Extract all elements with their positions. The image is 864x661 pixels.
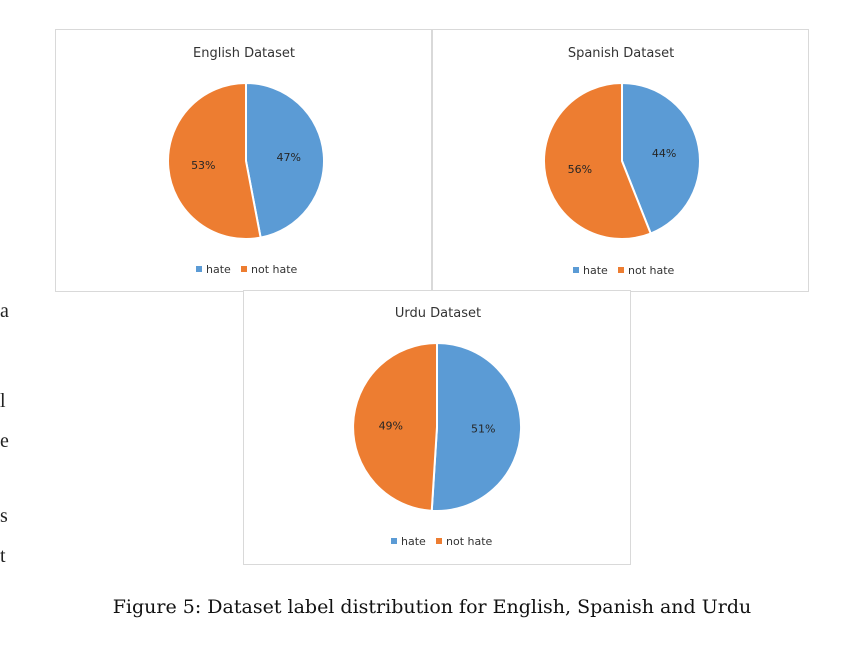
- slice-label-not-hate: 56%: [568, 163, 592, 176]
- pie-slice-not-hate: [542, 81, 653, 240]
- pie-slice-not-hate: [167, 81, 262, 240]
- pie-slices: 44% 56%: [542, 81, 701, 240]
- legend-label-not-hate: not hate: [251, 263, 298, 276]
- spanish-pie-svg: Spanish Dataset 44% 56% hate not hate: [542, 46, 701, 277]
- legend-label-hate: hate: [206, 263, 231, 276]
- legend-label-hate: hate: [583, 264, 608, 277]
- chart-legend: hate not hate: [391, 535, 493, 548]
- chart-title: Spanish Dataset: [568, 46, 674, 61]
- slice-label-not-hate: 49%: [379, 420, 403, 433]
- english-dataset-chart: English Dataset 47% 53% hate not hate: [55, 29, 432, 292]
- margin-glyph: s: [0, 505, 8, 527]
- pie-slice-hate: [245, 81, 326, 239]
- pie-slices: 47% 53%: [167, 81, 326, 240]
- slice-label-hate: 47%: [276, 151, 300, 164]
- legend-swatch-not-hate: [436, 538, 442, 544]
- legend-swatch-hate: [196, 266, 202, 272]
- pie-slice-not-hate: [352, 341, 438, 512]
- margin-glyph: t: [0, 545, 6, 567]
- urdu-pie-svg: Urdu Dataset 51% 49% hate not hate: [352, 306, 523, 548]
- legend-label-hate: hate: [401, 535, 426, 548]
- chart-title: Urdu Dataset: [395, 306, 481, 321]
- legend-label-not-hate: not hate: [628, 264, 675, 277]
- slice-label-not-hate: 53%: [191, 159, 215, 172]
- legend-swatch-not-hate: [241, 266, 247, 272]
- pie-slice-hate: [621, 81, 701, 235]
- pie-slice-hate: [430, 341, 523, 512]
- chart-title: English Dataset: [193, 46, 295, 61]
- slice-label-hate: 51%: [471, 423, 495, 436]
- margin-glyph: a: [0, 300, 9, 322]
- margin-glyph: e: [0, 430, 9, 452]
- slice-label-hate: 44%: [652, 147, 676, 160]
- spanish-dataset-chart: Spanish Dataset 44% 56% hate not hate: [432, 29, 809, 292]
- pie-slices: 51% 49%: [352, 341, 523, 512]
- legend-label-not-hate: not hate: [446, 535, 493, 548]
- chart-legend: hate not hate: [573, 264, 675, 277]
- legend-swatch-not-hate: [618, 267, 624, 273]
- legend-swatch-hate: [573, 267, 579, 273]
- legend-swatch-hate: [391, 538, 397, 544]
- margin-glyph: l: [0, 390, 6, 412]
- urdu-dataset-chart: Urdu Dataset 51% 49% hate not hate: [243, 290, 631, 565]
- english-pie-svg: English Dataset 47% 53% hate not hate: [167, 46, 326, 276]
- figure-caption: Figure 5: Dataset label distribution for…: [112, 596, 752, 618]
- chart-legend: hate not hate: [196, 263, 298, 276]
